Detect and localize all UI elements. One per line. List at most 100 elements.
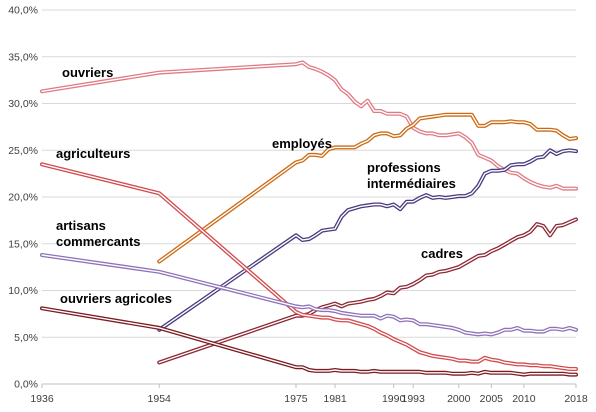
data-point bbox=[425, 353, 427, 355]
data-point bbox=[334, 147, 336, 149]
data-point bbox=[562, 329, 564, 331]
data-point bbox=[465, 195, 467, 197]
series-line-core bbox=[158, 149, 577, 331]
data-point bbox=[458, 195, 460, 197]
data-point bbox=[438, 271, 440, 273]
data-point bbox=[380, 318, 382, 320]
data-point bbox=[517, 173, 519, 175]
data-point bbox=[354, 207, 356, 209]
data-point bbox=[347, 303, 349, 305]
data-point bbox=[295, 366, 297, 368]
data-point bbox=[360, 323, 362, 325]
series-professions-intermediaires bbox=[157, 148, 578, 332]
data-point bbox=[438, 196, 440, 198]
data-point bbox=[386, 292, 388, 294]
data-point bbox=[321, 155, 323, 157]
data-point bbox=[575, 150, 577, 152]
data-point bbox=[308, 66, 310, 68]
data-point bbox=[321, 370, 323, 372]
data-point bbox=[530, 330, 532, 332]
y-tick-label: 5,0% bbox=[14, 332, 38, 344]
y-tick-label: 10,0% bbox=[8, 285, 38, 297]
data-point bbox=[308, 306, 310, 308]
data-point bbox=[334, 369, 336, 371]
data-point bbox=[41, 254, 43, 256]
data-point bbox=[530, 365, 532, 367]
data-point bbox=[471, 361, 473, 363]
data-point bbox=[367, 315, 369, 317]
data-point bbox=[478, 125, 480, 127]
data-point bbox=[556, 130, 558, 132]
data-point bbox=[471, 372, 473, 374]
data-point bbox=[445, 372, 447, 374]
data-point bbox=[471, 114, 473, 116]
data-point bbox=[510, 164, 512, 166]
data-point bbox=[373, 315, 375, 317]
data-point bbox=[386, 371, 388, 373]
data-point bbox=[523, 121, 525, 123]
series-line-core bbox=[41, 254, 577, 336]
data-point bbox=[491, 160, 493, 162]
data-point bbox=[556, 153, 558, 155]
data-point bbox=[399, 287, 401, 289]
data-point bbox=[158, 362, 160, 364]
data-point bbox=[295, 311, 297, 313]
data-point bbox=[562, 367, 564, 369]
data-point bbox=[41, 308, 43, 310]
data-point bbox=[549, 129, 551, 131]
data-point bbox=[452, 327, 454, 329]
data-point bbox=[328, 317, 330, 319]
data-point bbox=[497, 360, 499, 362]
data-point bbox=[386, 206, 388, 208]
series-line-core bbox=[41, 163, 577, 370]
data-point bbox=[328, 305, 330, 307]
data-point bbox=[523, 235, 525, 237]
data-point bbox=[360, 143, 362, 145]
data-point bbox=[549, 365, 551, 367]
data-point bbox=[360, 315, 362, 317]
data-point bbox=[452, 373, 454, 375]
data-point bbox=[569, 188, 571, 190]
data-point bbox=[569, 221, 571, 223]
data-point bbox=[380, 204, 382, 206]
data-point bbox=[334, 310, 336, 312]
data-point bbox=[517, 164, 519, 166]
data-point bbox=[458, 360, 460, 362]
data-point bbox=[380, 332, 382, 334]
data-point bbox=[543, 331, 545, 333]
data-point bbox=[478, 154, 480, 156]
data-point bbox=[510, 372, 512, 374]
data-point bbox=[419, 351, 421, 353]
data-point bbox=[373, 110, 375, 112]
data-point bbox=[438, 325, 440, 327]
data-point bbox=[517, 236, 519, 238]
data-point bbox=[328, 75, 330, 77]
data-point bbox=[491, 170, 493, 172]
series-line-core bbox=[41, 307, 577, 376]
data-point bbox=[438, 115, 440, 117]
data-point bbox=[393, 135, 395, 137]
data-point bbox=[536, 373, 538, 375]
data-point bbox=[367, 299, 369, 301]
series-line-outline bbox=[40, 306, 578, 377]
data-point bbox=[543, 365, 545, 367]
data-point bbox=[302, 307, 304, 309]
data-point bbox=[386, 133, 388, 135]
data-point bbox=[471, 259, 473, 261]
data-point bbox=[556, 328, 558, 330]
data-point bbox=[393, 371, 395, 373]
data-point bbox=[158, 271, 160, 273]
data-point bbox=[302, 62, 304, 64]
data-point bbox=[569, 327, 571, 329]
data-point bbox=[425, 194, 427, 196]
data-point bbox=[354, 101, 356, 103]
data-point bbox=[328, 309, 330, 311]
data-point bbox=[465, 332, 467, 334]
data-point bbox=[465, 263, 467, 265]
x-tick-label: 1936 bbox=[30, 393, 54, 405]
data-point bbox=[295, 63, 297, 65]
data-point bbox=[471, 333, 473, 335]
data-point bbox=[523, 164, 525, 166]
data-point bbox=[549, 328, 551, 330]
data-point bbox=[41, 164, 43, 166]
